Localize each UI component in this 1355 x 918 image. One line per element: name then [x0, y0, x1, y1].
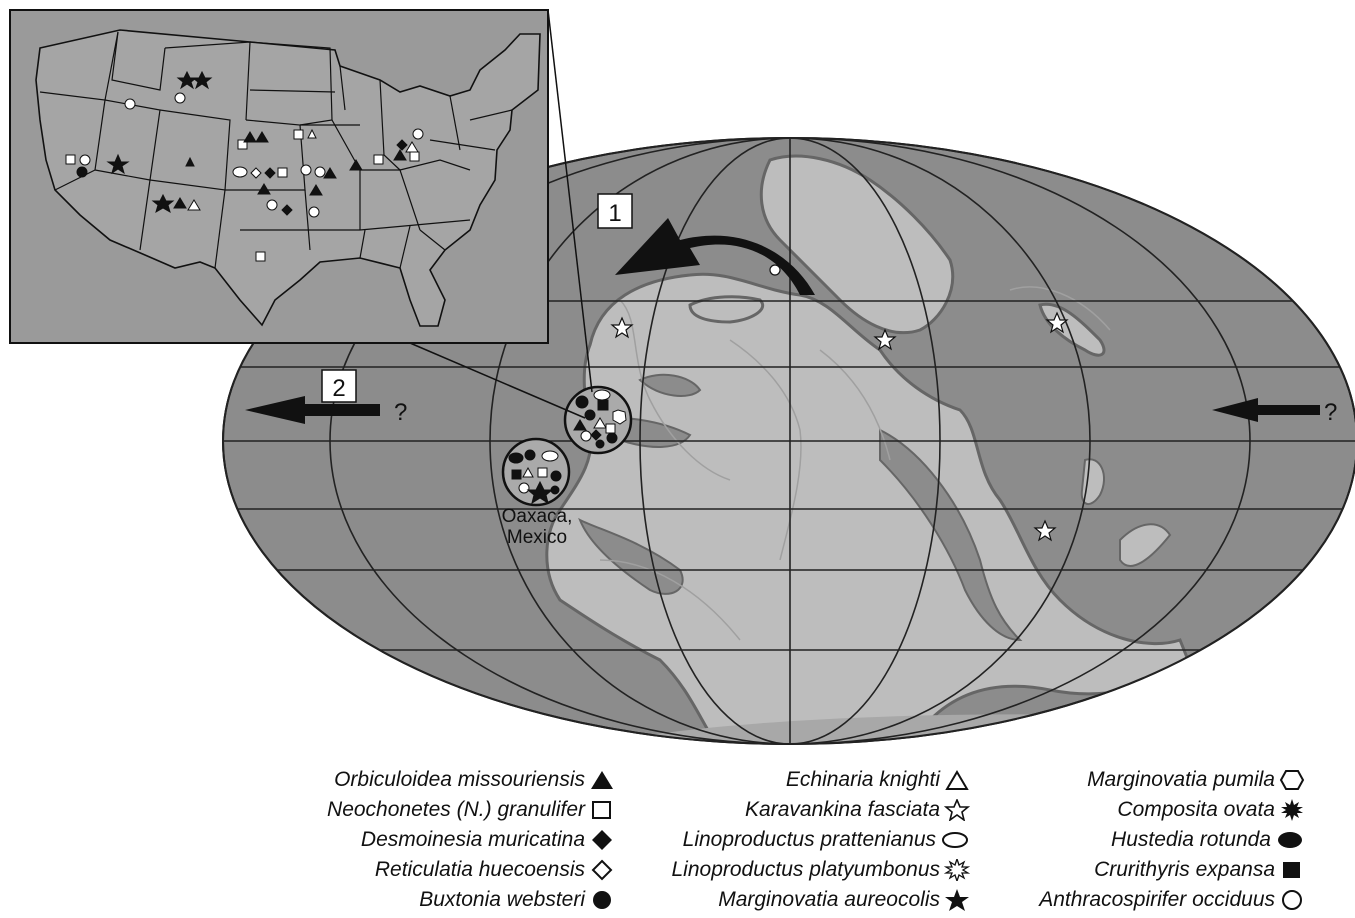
legend-item: Orbiculoidea missouriensis [200, 765, 615, 795]
legend-item: Buxtonia websteri [200, 885, 615, 915]
filled-triangle-icon [591, 771, 613, 789]
open-diamond-icon [591, 859, 613, 881]
open-star-marker [1033, 519, 1057, 542]
legend-item: Composita ovata [975, 795, 1305, 825]
legend-item: Hustedia rotunda [975, 825, 1305, 855]
eastern-strip-1 [1080, 458, 1105, 505]
open-square-icon [592, 801, 611, 819]
northern-landmass [759, 154, 955, 335]
legend-label: Crurithyris expansa [1094, 858, 1275, 881]
open-burst-icon [944, 859, 970, 881]
legend-item: Karavankina fasciata [600, 795, 970, 825]
species-legend: Orbiculoidea missouriensis Neochonetes (… [0, 765, 1355, 918]
svg-text:Oaxaca,: Oaxaca, [502, 506, 573, 527]
eastern-strip-2 [1119, 523, 1172, 567]
locality-markers [610, 264, 1069, 542]
question-mark-east: ? [1324, 399, 1337, 426]
legend-label: Echinaria knighti [785, 768, 940, 791]
arrow-1-label: 1 [608, 200, 621, 227]
open-circle-marker [769, 264, 781, 276]
inset-locality-symbols [65, 70, 424, 262]
open-circle-icon [1282, 890, 1302, 910]
arrow-2-label: 2 [332, 375, 345, 402]
svg-text:Mexico: Mexico [507, 527, 567, 548]
legend-item: Marginovatia pumila [975, 765, 1305, 795]
oaxaca-label: Oaxaca, Mexico [502, 506, 573, 548]
legend-label: Desmoinesia muricatina [360, 828, 585, 851]
legend-item: Reticulatia huecoensis [200, 855, 615, 885]
legend-item: Linoproductus prattenianus [600, 825, 970, 855]
legend-label: Hustedia rotunda [1111, 828, 1271, 851]
filled-ellipse-icon [1278, 832, 1302, 848]
migration-arrow-2: 2 ? [245, 369, 407, 426]
filled-circle-icon [593, 891, 611, 909]
legend-item: Desmoinesia muricatina [200, 825, 615, 855]
legend-label: Marginovatia aureocolis [718, 888, 940, 911]
legend-item: Anthracospirifer occiduus [975, 885, 1305, 915]
inner-outlines [599, 286, 1111, 641]
open-star-icon [944, 799, 970, 821]
southern-sliver [560, 714, 1100, 744]
legend-item: Marginovatia aureocolis [600, 885, 970, 915]
legend-column-3: Marginovatia pumila Composita ovata Hust… [975, 765, 1305, 915]
legend-label: Marginovatia pumila [1087, 768, 1275, 791]
legend-item: Linoproductus platyumbonus [600, 855, 970, 885]
legend-label: Anthracospirifer occiduus [1039, 888, 1275, 911]
question-mark-west: ? [394, 399, 407, 426]
locality-cluster-north [563, 385, 633, 455]
filled-diamond-icon [592, 830, 612, 850]
legend-item: Crurithyris expansa [975, 855, 1305, 885]
usa-inset-map [9, 9, 549, 344]
filled-square-icon [1283, 862, 1300, 878]
eastern-sea-arm [879, 428, 1023, 642]
legend-label: Linoproductus prattenianus [682, 828, 936, 851]
open-triangle-icon [945, 770, 969, 790]
legend-label: Buxtonia websteri [419, 888, 585, 911]
locality-cluster-oaxaca [501, 437, 571, 507]
migration-arrow-east: ? [1212, 398, 1337, 426]
open-star-marker [610, 316, 634, 339]
legend-item: Neochonetes (N.) granulifer [200, 795, 615, 825]
open-hexagon-icon [1279, 770, 1305, 790]
filled-star-icon [945, 889, 969, 911]
legend-label: Orbiculoidea missouriensis [334, 768, 585, 791]
open-star-marker [1045, 311, 1069, 334]
legend-label: Karavankina fasciata [745, 798, 940, 821]
usa-outline [35, 29, 541, 327]
legend-label: Neochonetes (N.) granulifer [327, 798, 585, 821]
paleogeographic-map: 1 2 ? ? [9, 9, 1355, 745]
legend-label: Composita ovata [1117, 798, 1275, 821]
interior-sea-3 [578, 517, 684, 595]
open-star-marker [873, 328, 897, 351]
graticule [223, 138, 1355, 744]
open-ellipse-icon [942, 832, 968, 848]
migration-arrow-1: 1 [597, 193, 815, 295]
legend-column-2: Echinaria knighti Karavankina fasciata L… [600, 765, 970, 915]
inset-connector-lines [409, 9, 593, 419]
filled-burst-icon [1281, 799, 1303, 821]
legend-label: Linoproductus platyumbonus [671, 858, 940, 881]
legend-item: Echinaria knighti [600, 765, 970, 795]
legend-column-1: Orbiculoidea missouriensis Neochonetes (… [200, 765, 615, 915]
northern-island [688, 295, 764, 324]
interior-sea-1 [638, 373, 702, 397]
legend-label: Reticulatia huecoensis [374, 858, 585, 881]
